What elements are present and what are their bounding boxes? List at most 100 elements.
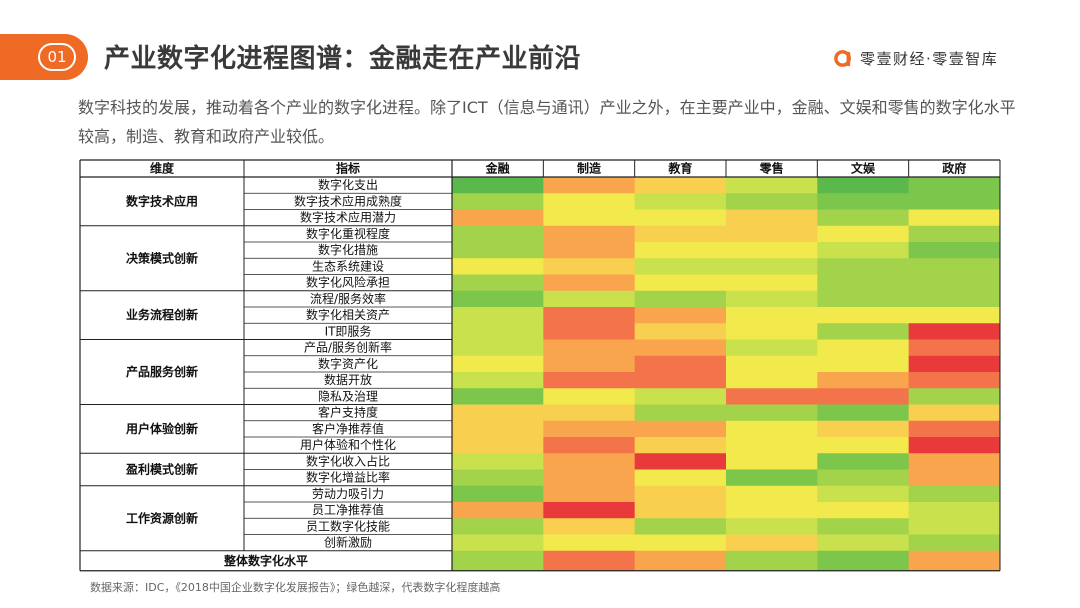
dimension-label: 决策模式创新: [126, 250, 198, 265]
heat-cell: [634, 485, 727, 503]
heat-cell: [452, 307, 544, 324]
heat-cell: [817, 534, 910, 552]
indicator-label: IT即服务: [325, 323, 372, 338]
indicator-label: 数字资产化: [318, 356, 378, 371]
overall-heat-cell: [817, 550, 910, 571]
heat-cell: [817, 177, 910, 194]
section-number: 01: [38, 43, 76, 71]
heat-cell: [908, 437, 1001, 454]
heat-cell: [634, 323, 727, 340]
heat-cell: [543, 485, 636, 503]
header-cell-dimension: 维度: [150, 161, 175, 176]
heat-cell: [452, 437, 544, 454]
indicator-label: 隐私及治理: [318, 389, 378, 403]
heat-cell: [908, 209, 1001, 227]
heat-cell: [725, 372, 818, 389]
heat-cell: [817, 209, 910, 227]
heat-cell: [908, 420, 1001, 438]
dimension-label: 盈利模式创新: [125, 462, 198, 477]
heat-cell: [908, 258, 1001, 275]
overall-heat-cell: [452, 550, 544, 571]
heat-cell: [634, 420, 727, 438]
heat-cell: [634, 518, 727, 535]
heat-cell: [543, 469, 636, 487]
heat-cell: [725, 323, 818, 340]
heat-cell: [817, 388, 910, 405]
heat-cell: [634, 274, 727, 292]
heat-cell: [452, 469, 544, 487]
heat-cell: [908, 534, 1001, 552]
heat-cell: [725, 258, 818, 275]
heat-cell: [908, 372, 1001, 389]
heat-cell: [725, 177, 818, 194]
heat-cell: [817, 274, 910, 292]
heat-cell: [543, 355, 636, 373]
heat-cell: [908, 339, 1001, 357]
heat-cell: [452, 502, 544, 519]
brand-name: 零壹财经·零壹智库: [860, 49, 999, 68]
dimension-label: 工作资源创新: [126, 510, 198, 525]
heat-cell: [817, 339, 910, 357]
indicator-label: 数字化增益比率: [306, 470, 390, 485]
heat-cell: [908, 355, 1001, 373]
heat-cell: [452, 177, 544, 194]
overall-heat-cell: [543, 550, 636, 571]
overall-heat-cell: [725, 550, 818, 571]
overall-label: 整体数字化水平: [223, 553, 308, 568]
heat-cell: [543, 209, 636, 227]
heat-cell: [543, 372, 636, 389]
heat-cell: [725, 502, 818, 519]
indicator-label: 生态系统建设: [312, 259, 384, 273]
heat-cell: [908, 404, 1001, 422]
heat-cell: [634, 177, 727, 194]
heat-cell: [452, 404, 544, 422]
heat-cell: [908, 177, 1001, 194]
intro-paragraph: 数字科技的发展，推动着各个产业的数字化进程。除了ICT（信息与通讯）产业之外，在…: [78, 98, 1016, 146]
heat-cell: [725, 437, 818, 454]
heat-cell: [817, 258, 910, 275]
heat-cell: [452, 355, 544, 373]
heat-cell: [543, 388, 636, 405]
heat-cell: [452, 193, 544, 210]
indicator-label: 用户体验和个性化: [300, 437, 396, 452]
indicator-label: 数字化措施: [318, 242, 378, 257]
heat-cell: [817, 420, 910, 438]
indicator-label: 客户支持度: [318, 405, 378, 420]
dimension-label: 产品服务创新: [126, 364, 198, 379]
heat-cell: [634, 534, 727, 552]
heat-cell: [817, 323, 910, 340]
heat-cell: [725, 339, 818, 357]
heat-cell: [452, 274, 544, 292]
heat-cell: [634, 242, 727, 259]
heat-cell: [634, 502, 727, 519]
heat-cell: [817, 307, 910, 324]
heat-cell: [908, 307, 1001, 324]
heat-cell: [452, 485, 544, 503]
heat-cell: [452, 225, 544, 243]
header-cell-industry: 政府: [942, 161, 966, 176]
heat-cell: [817, 404, 910, 422]
heat-cell: [634, 307, 727, 324]
heat-cell: [543, 225, 636, 243]
heat-cell: [543, 242, 636, 259]
heat-cell: [908, 469, 1001, 487]
heat-cell: [452, 518, 544, 535]
heat-cell: [725, 307, 818, 324]
heat-cell: [543, 323, 636, 340]
indicator-label: 数字化风险承担: [306, 275, 390, 290]
heat-cell: [908, 388, 1001, 405]
heat-cell: [725, 209, 818, 227]
heat-cell: [452, 339, 544, 357]
heat-cell: [543, 307, 636, 324]
heat-cell: [452, 388, 544, 405]
header-cell-industry: 制造: [577, 161, 602, 176]
heat-cell: [543, 193, 636, 210]
heat-cell: [908, 193, 1001, 210]
heat-cell: [725, 534, 818, 552]
heat-cell: [725, 420, 818, 438]
heat-cell: [634, 339, 727, 357]
dimension-label: 数字技术应用: [126, 193, 198, 208]
heat-cell: [725, 290, 818, 308]
heat-cell: [725, 274, 818, 292]
